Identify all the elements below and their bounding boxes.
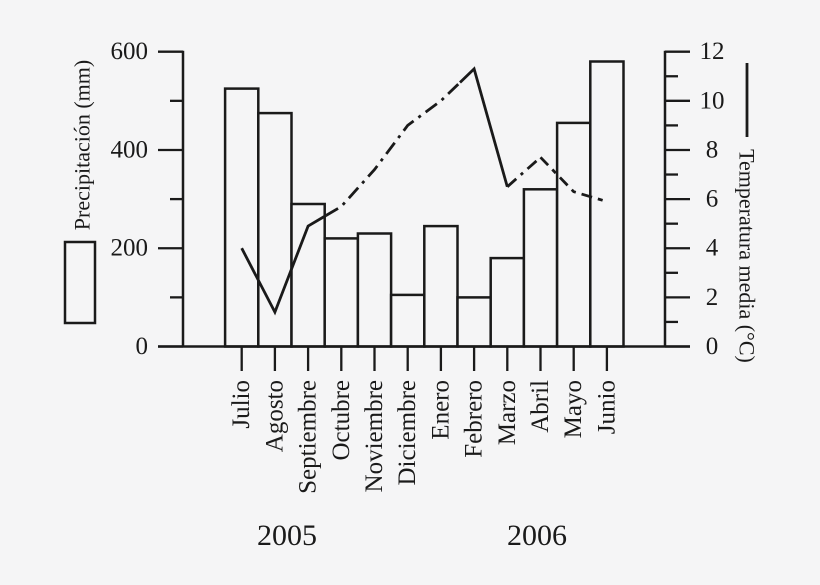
bar-diciembre (389, 293, 426, 348)
month-label-enero: Enero (427, 380, 454, 440)
left-axis: 0 200 400 600 (111, 38, 185, 360)
x-axis: Julio Agosto Septiembre Octubre Noviembre Dic… (158, 345, 690, 494)
left-axis-tick-label: 200 (111, 235, 149, 262)
right-axis-tick-label: 0 (706, 333, 719, 360)
temperature-line-segment (539, 156, 608, 203)
right-axis-tick-label: 4 (706, 235, 719, 262)
bar-julio (223, 87, 260, 348)
year-label-2006: 2006 (507, 519, 567, 552)
bar-marzo (489, 256, 526, 348)
temperature-line (240, 66, 608, 316)
right-legend: Temperatura media (°C) (735, 63, 760, 363)
month-label-abril: Abril (527, 380, 554, 433)
temperature-line-segment (325, 81, 461, 217)
month-label-noviembre: Noviembre (361, 380, 388, 492)
month-label-octubre: Octubre (328, 380, 355, 461)
right-axis-tick-label: 2 (706, 284, 719, 311)
month-label-marzo: Marzo (494, 380, 521, 445)
right-axis-tick-label: 8 (706, 136, 719, 163)
right-axis-title: Temperatura media (°C) (735, 149, 760, 363)
right-axis-tick-label: 12 (700, 38, 725, 65)
temperature-line-segment (506, 156, 542, 188)
bar-octubre (323, 237, 360, 348)
precipitation-bars (223, 60, 625, 348)
bar-enero (423, 224, 459, 348)
month-label-junio: Junio (593, 380, 620, 434)
precipitation-bar-swatch-icon (63, 240, 97, 325)
left-axis-tick-label: 0 (136, 333, 149, 360)
left-legend: Precipitación (mm) (63, 60, 97, 325)
bar-abril (522, 188, 559, 348)
left-axis-title: Precipitación (mm) (70, 60, 95, 230)
left-axis-tick-label: 400 (111, 136, 149, 163)
month-label-febrero: Febrero (461, 380, 488, 458)
month-label-mayo: Mayo (560, 380, 587, 438)
bar-noviembre (356, 232, 393, 348)
month-label-diciembre: Diciembre (394, 380, 421, 486)
year-label-2005: 2005 (257, 519, 317, 552)
temperature-line-segment (459, 66, 509, 188)
right-axis: 0 2 4 6 8 10 12 (663, 38, 725, 360)
month-label-julio: Julio (228, 380, 255, 429)
right-axis-tick-label: 6 (706, 186, 719, 213)
month-label-agosto: Agosto (261, 380, 288, 452)
left-axis-tick-label: 600 (111, 38, 149, 65)
month-label-septiembre: Septiembre (295, 380, 322, 494)
right-axis-tick-label: 10 (700, 87, 725, 114)
bar-junio (589, 60, 625, 348)
temperature-line-segment (240, 214, 327, 316)
bar-mayo (555, 121, 592, 348)
bar-febrero (456, 296, 492, 348)
